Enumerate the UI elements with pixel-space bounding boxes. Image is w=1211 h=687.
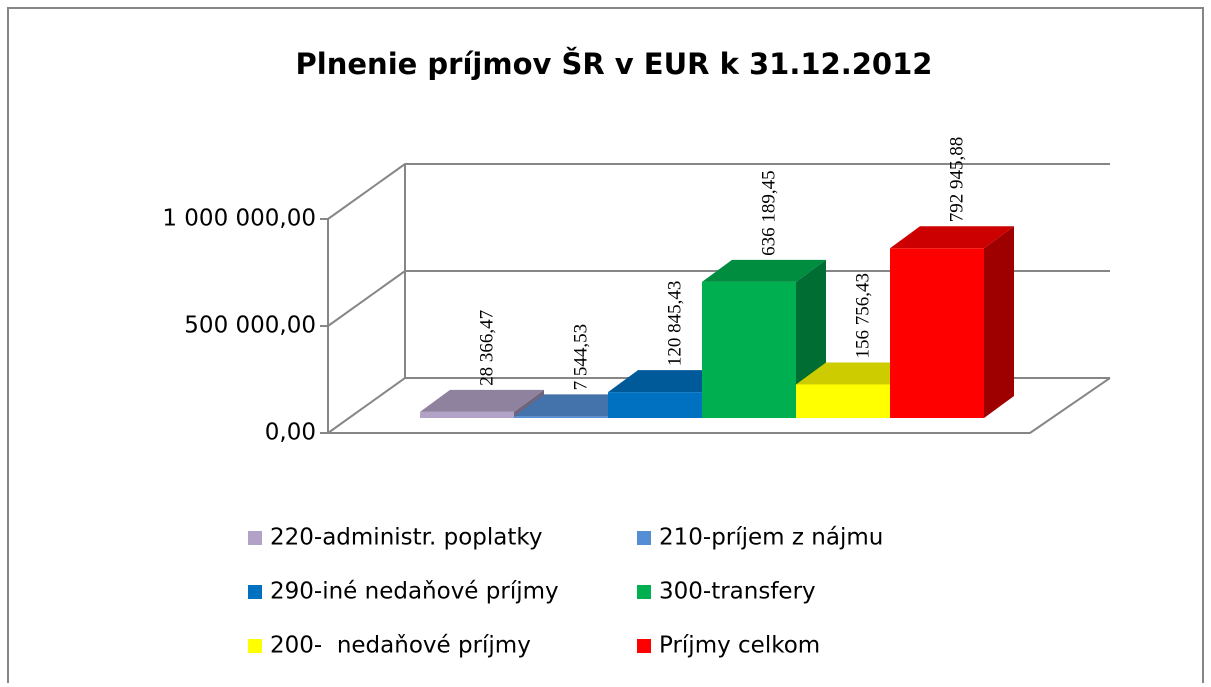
legend-label: 300-transfery <box>659 579 816 605</box>
bar <box>608 392 702 418</box>
grid-line <box>327 163 1110 220</box>
bar-top <box>890 226 1014 249</box>
legend-swatch <box>637 639 651 653</box>
data-label: 792 945,88 <box>946 137 967 223</box>
legend-swatch <box>248 585 262 599</box>
data-label: 156 756,43 <box>852 273 873 359</box>
legend-label: 220-administr. poplatky <box>270 525 543 551</box>
grid-line <box>327 270 1110 327</box>
legend-swatch <box>637 585 651 599</box>
bar <box>514 416 608 418</box>
data-label: 28 366,47 <box>476 310 497 386</box>
bar <box>796 384 890 418</box>
y-tick-label: 500 000,00 <box>184 313 316 339</box>
chart-border <box>7 7 1204 687</box>
bar-top <box>514 394 638 417</box>
legend-label: 200- nedaňové príjmy <box>270 633 531 659</box>
data-label: 636 189,45 <box>758 170 779 256</box>
legend-swatch <box>637 531 651 545</box>
floor-edge <box>328 377 1111 434</box>
bar-side <box>984 226 1014 418</box>
bar-top <box>702 259 826 282</box>
legend-swatch <box>248 639 262 653</box>
data-label: 7 544,53 <box>570 324 591 391</box>
bar <box>420 411 514 418</box>
bar-top <box>420 389 544 412</box>
y-tick-label: 1 000 000,00 <box>162 206 316 232</box>
legend-label: 210-príjem z nájmu <box>659 525 883 551</box>
data-label: 120 845,43 <box>664 281 685 367</box>
chart-title: Plnenie príjmov ŠR v EUR k 31.12.2012 <box>296 47 933 81</box>
bar <box>702 281 796 418</box>
legend-label: 290-iné nedaňové príjmy <box>270 579 559 605</box>
bar-top <box>796 362 920 385</box>
legend-label: Príjmy celkom <box>659 633 820 659</box>
y-tick-label: 0,00 <box>265 420 316 446</box>
bar <box>890 248 984 418</box>
legend-swatch <box>248 531 262 545</box>
bar-top <box>608 370 732 393</box>
